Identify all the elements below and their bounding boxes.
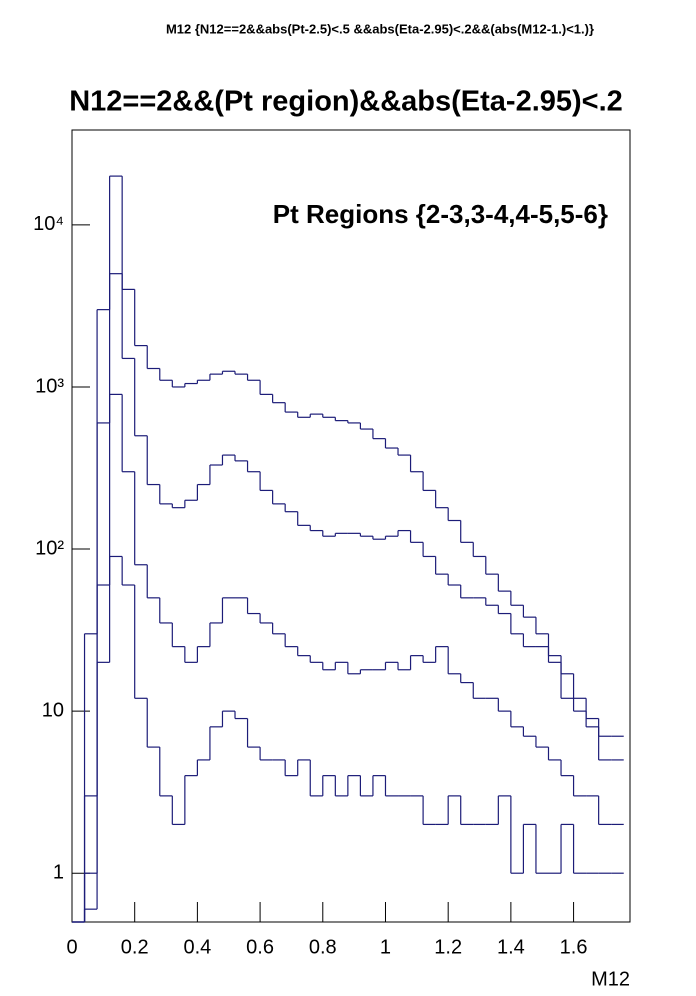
header: M12 {N12==2&&abs(Pt-2.5)<.5 &&abs(Eta-2.… [166,21,594,36]
x-tick-label: 0.2 [121,936,149,958]
y-tick-label: 10⁴ [33,213,64,235]
x-tick-label: 0 [66,936,77,958]
y-tick-label: 10² [35,537,64,559]
x-tick-label: 1 [380,936,391,958]
x-tick-label: 0.4 [183,936,211,958]
x-axis-label: M12 [591,968,630,990]
y-tick-label: 10³ [35,375,64,397]
annotation: Pt Regions {2-3,3-4,4-5,5-6} [273,199,608,229]
x-tick-label: 1.2 [434,936,462,958]
x-tick-label: 0.8 [309,936,337,958]
x-tick-label: 0.6 [246,936,274,958]
x-tick-label: 1.6 [560,936,588,958]
y-tick-label: 1 [53,861,64,883]
plot-frame [71,129,631,923]
y-tick-label: 10 [42,699,64,721]
chart-title: N12==2&&(Pt region)&&abs(Eta-2.95)<.2 [69,86,623,118]
x-tick-label: 1.4 [497,936,525,958]
